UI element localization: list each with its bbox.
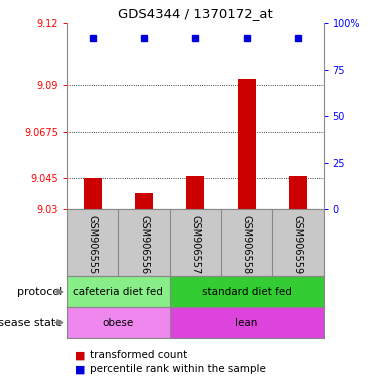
Bar (289, 176, 307, 209)
Text: GSM906557: GSM906557 (190, 215, 200, 274)
Bar (67, 307, 170, 338)
Bar (170, 276, 324, 307)
Text: percentile rank within the sample: percentile rank within the sample (90, 364, 266, 374)
Title: GDS4344 / 1370172_at: GDS4344 / 1370172_at (118, 7, 273, 20)
Bar (67, 276, 170, 307)
Bar (187, 176, 204, 209)
Bar (135, 193, 153, 209)
Text: transformed count: transformed count (90, 350, 187, 360)
Text: cafeteria diet fed: cafeteria diet fed (74, 287, 163, 297)
Bar (84, 178, 101, 209)
Text: disease state: disease state (0, 318, 62, 328)
Text: GSM906559: GSM906559 (293, 215, 303, 274)
Text: GSM906555: GSM906555 (88, 215, 98, 274)
Text: GSM906558: GSM906558 (242, 215, 252, 274)
Text: ■: ■ (75, 364, 85, 374)
Text: lean: lean (236, 318, 258, 328)
Text: protocol: protocol (16, 287, 62, 297)
Bar (238, 79, 255, 209)
Text: ■: ■ (75, 350, 85, 360)
Text: standard diet fed: standard diet fed (202, 287, 291, 297)
Bar (170, 307, 324, 338)
Text: obese: obese (103, 318, 134, 328)
Text: GSM906556: GSM906556 (139, 215, 149, 274)
